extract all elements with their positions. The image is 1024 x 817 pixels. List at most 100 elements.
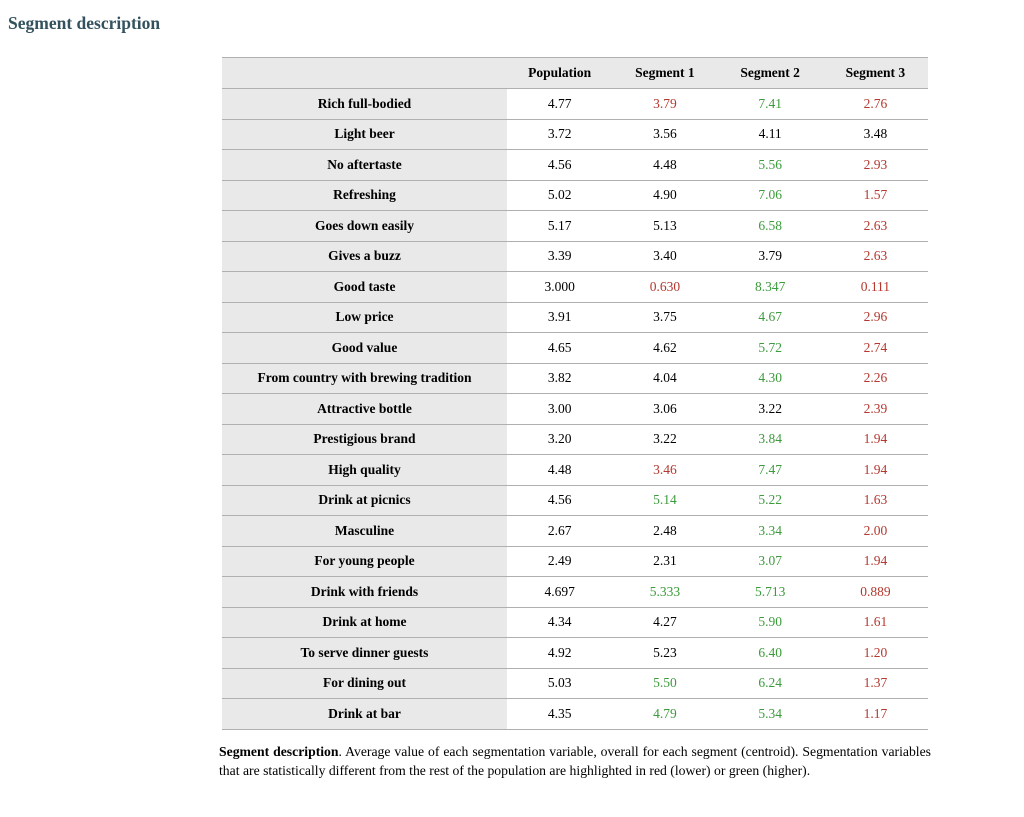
cell-value: 4.04 [612,363,718,394]
cell-value: 3.79 [717,241,823,272]
cell-value: 4.56 [507,149,613,180]
row-label: To serve dinner guests [222,637,507,668]
cell-value: 3.40 [612,241,718,272]
cell-value: 2.48 [612,515,718,546]
table-row: Light beer 3.72 3.56 4.11 3.48 [222,119,928,150]
cell-value: 8.347 [717,271,823,302]
row-label: Refreshing [222,180,507,211]
cell-value: 5.14 [612,485,718,516]
column-header: Segment 1 [635,65,695,80]
row-label: Goes down easily [222,210,507,241]
cell-value: 5.17 [507,210,613,241]
cell-value: 4.35 [507,698,613,729]
cell-value: 3.75 [612,302,718,333]
cell-value: 1.37 [822,668,928,699]
cell-value: 2.93 [822,149,928,180]
cell-value: 4.27 [612,607,718,638]
cell-value: 4.77 [507,88,613,119]
row-label: Drink at picnics [222,485,507,516]
cell-value: 2.63 [822,241,928,272]
cell-value: 2.74 [822,332,928,363]
row-label: Gives a buzz [222,241,507,272]
table-row: To serve dinner guests 4.92 5.23 6.40 1.20 [222,637,928,668]
caption-lead: Segment description [219,744,339,759]
table-row: Rich full-bodied 4.77 3.79 7.41 2.76 [222,88,928,119]
cell-value: 3.91 [507,302,613,333]
cell-value: 0.630 [612,271,718,302]
cell-value: 3.00 [507,393,613,424]
cell-value: 3.22 [612,424,718,455]
cell-value: 4.48 [612,149,718,180]
row-label: Low price [222,302,507,333]
cell-value: 5.02 [507,180,613,211]
cell-value: 6.58 [717,210,823,241]
table-row: For dining out 5.03 5.50 6.24 1.37 [222,668,928,699]
cell-value: 3.39 [507,241,613,272]
cell-value: 6.40 [717,637,823,668]
table-row: Drink at home 4.34 4.27 5.90 1.61 [222,607,928,638]
cell-value: 6.24 [717,668,823,699]
row-label: Good taste [222,271,507,302]
cell-value: 7.06 [717,180,823,211]
cell-value: 3.34 [717,515,823,546]
table-row: Attractive bottle 3.00 3.06 3.22 2.39 [222,393,928,424]
table-row: Masculine 2.67 2.48 3.34 2.00 [222,515,928,546]
row-label: For dining out [222,668,507,699]
row-label: For young people [222,546,507,577]
cell-value: 1.20 [822,637,928,668]
page-title: Segment description [8,13,161,33]
cell-value: 5.22 [717,485,823,516]
cell-value: 4.79 [612,698,718,729]
row-label: Masculine [222,515,507,546]
cell-value: 5.03 [507,668,613,699]
cell-value: 4.30 [717,363,823,394]
cell-value: 5.713 [717,576,823,607]
cell-value: 3.48 [822,119,928,150]
cell-value: 3.07 [717,546,823,577]
cell-value: 1.94 [822,546,928,577]
cell-value: 4.697 [507,576,613,607]
table-row: Drink at bar 4.35 4.79 5.34 1.17 [222,698,928,729]
cell-value: 2.67 [507,515,613,546]
row-label: Drink at home [222,607,507,638]
row-label: Rich full-bodied [222,88,507,119]
cell-value: 3.84 [717,424,823,455]
cell-value: 1.63 [822,485,928,516]
cell-value: 0.889 [822,576,928,607]
cell-value: 5.90 [717,607,823,638]
table-row: Prestigious brand 3.20 3.22 3.84 1.94 [222,424,928,455]
cell-value: 3.000 [507,271,613,302]
cell-value: 1.94 [822,454,928,485]
cell-value: 4.62 [612,332,718,363]
cell-value: 3.72 [507,119,613,150]
row-label: Drink at bar [222,698,507,729]
cell-value: 3.56 [612,119,718,150]
cell-value: 5.34 [717,698,823,729]
cell-value: 3.20 [507,424,613,455]
table-row: High quality 4.48 3.46 7.47 1.94 [222,454,928,485]
table-row: Gives a buzz 3.39 3.40 3.79 2.63 [222,241,928,272]
table-header-row: Population Segment 1 Segment 2 Segment 3 [222,57,928,89]
table-row: Goes down easily 5.17 5.13 6.58 2.63 [222,210,928,241]
table-row: No aftertaste 4.56 4.48 5.56 2.93 [222,149,928,180]
cell-value: 3.46 [612,454,718,485]
table-row: From country with brewing tradition 3.82 4… [222,363,928,394]
cell-value: 1.57 [822,180,928,211]
cell-value: 2.63 [822,210,928,241]
cell-value: 2.76 [822,88,928,119]
cell-value: 3.79 [612,88,718,119]
cell-value: 4.56 [507,485,613,516]
cell-value: 5.23 [612,637,718,668]
row-label: No aftertaste [222,149,507,180]
cell-value: 2.31 [612,546,718,577]
cell-value: 5.72 [717,332,823,363]
cell-value: 0.111 [822,271,928,302]
cell-value: 2.00 [822,515,928,546]
row-label: High quality [222,454,507,485]
cell-value: 4.90 [612,180,718,211]
cell-value: 3.82 [507,363,613,394]
cell-value: 1.94 [822,424,928,455]
cell-value: 5.13 [612,210,718,241]
cell-value: 4.67 [717,302,823,333]
cell-value: 4.34 [507,607,613,638]
